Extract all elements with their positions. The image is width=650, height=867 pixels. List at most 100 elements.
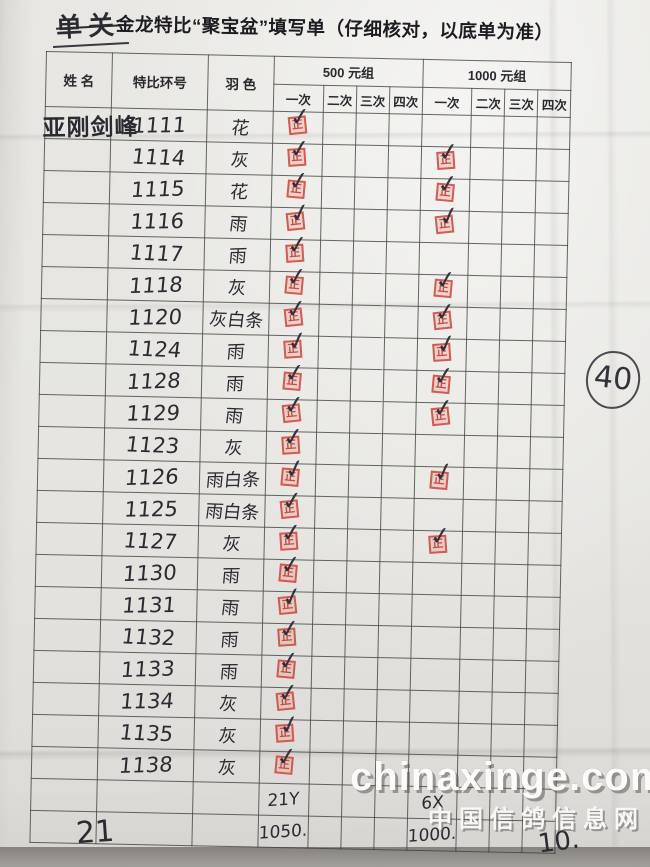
attempt-cell bbox=[345, 592, 379, 626]
attempt-cell bbox=[464, 403, 499, 437]
attempt-cell bbox=[530, 404, 565, 438]
stamped-check-mark: 正 ✓ bbox=[283, 324, 311, 359]
name-cell bbox=[32, 682, 100, 716]
attempt-cell bbox=[312, 592, 346, 625]
ring-number-cell: 1131 bbox=[100, 587, 198, 622]
attempt-cell bbox=[470, 147, 504, 181]
checkmark-icon: ✓ bbox=[276, 677, 301, 709]
feather-color-cell: 花 bbox=[206, 109, 274, 144]
feather-color-cell: 花 bbox=[205, 173, 272, 208]
header-attempt-4: 四次 bbox=[537, 89, 572, 118]
name-cell bbox=[31, 714, 99, 748]
attempt-cell bbox=[465, 371, 500, 405]
header-attempt-4: 四次 bbox=[388, 86, 423, 115]
name-cell bbox=[42, 202, 110, 236]
attempt-cell bbox=[535, 180, 570, 214]
attempt-cell bbox=[532, 308, 567, 342]
attempt-cell bbox=[409, 690, 460, 724]
stamped-check-mark: 正 ✓ bbox=[432, 296, 457, 331]
attempt-cell bbox=[466, 307, 501, 341]
checkmark-icon: ✓ bbox=[284, 293, 309, 325]
attempt-cell bbox=[346, 528, 381, 562]
attempt-cell bbox=[318, 272, 353, 305]
feather-color-value: 花 bbox=[229, 117, 251, 139]
ring-number-cell: 1129 bbox=[104, 395, 202, 430]
attempt-cell bbox=[462, 499, 497, 533]
header-attempt-2: 二次 bbox=[471, 88, 506, 117]
name-cell bbox=[30, 778, 98, 812]
attempt-cell bbox=[380, 465, 415, 499]
attempt-cell bbox=[351, 272, 386, 306]
feather-color-cell: 雨 bbox=[197, 557, 264, 592]
attempt-cell bbox=[501, 212, 536, 245]
feather-color-value: 雨 bbox=[218, 661, 239, 683]
name-cell bbox=[35, 522, 103, 556]
ring-number-cell: 1118 bbox=[107, 267, 204, 302]
attempt-cell bbox=[491, 723, 525, 757]
ring-number-cell: 1123 bbox=[103, 427, 201, 462]
header-feather-color: 羽 色 bbox=[207, 54, 275, 112]
attempt-cell bbox=[350, 336, 385, 370]
handwritten-name: 亚刚剑峰 bbox=[42, 114, 139, 142]
ring-number-cell: 1117 bbox=[107, 235, 205, 270]
attempt-cell bbox=[388, 113, 422, 147]
attempt-cell bbox=[533, 276, 568, 310]
attempt-cell bbox=[385, 241, 420, 275]
header-attempt-1: 一次 bbox=[421, 87, 473, 116]
ring-number-cell: 1130 bbox=[101, 555, 198, 590]
feather-color-cell: 灰 bbox=[197, 525, 265, 560]
attempt-cell bbox=[315, 432, 350, 465]
attempt-cell bbox=[379, 529, 414, 563]
summary-500-value: 1050. bbox=[258, 819, 308, 844]
feather-color-cell: 灰 bbox=[205, 141, 273, 176]
attempt-cell bbox=[307, 816, 342, 849]
ring-number-cell: 1115 bbox=[109, 171, 206, 206]
attempt-cell bbox=[468, 211, 503, 245]
attempt-cell bbox=[494, 564, 529, 597]
attempt-cell bbox=[386, 209, 420, 243]
ring-number-cell: 1114 bbox=[109, 139, 207, 174]
checkmark-icon: ✓ bbox=[436, 136, 461, 168]
feather-color-value: 雨 bbox=[220, 565, 241, 587]
ring-number-value: 1114 bbox=[130, 143, 187, 170]
attempt-cell bbox=[373, 817, 408, 851]
attempt-cell bbox=[381, 433, 416, 467]
attempt-cell bbox=[460, 627, 494, 660]
attempt-cell bbox=[312, 560, 347, 593]
stamped-check-mark: 正 ✓ bbox=[431, 360, 456, 395]
attempt-cell bbox=[492, 659, 527, 693]
attempt-cell bbox=[500, 276, 535, 309]
name-cell bbox=[34, 586, 102, 620]
attempt-cell bbox=[464, 435, 498, 469]
stamped-check-mark: 正 ✓ bbox=[279, 517, 304, 551]
attempt-cell bbox=[524, 692, 559, 726]
attempt-cell bbox=[384, 305, 418, 339]
name-cell bbox=[43, 170, 110, 204]
feather-color-value: 雨 bbox=[224, 373, 245, 395]
ring-number-value: 1133 bbox=[119, 655, 176, 682]
attempt-cell bbox=[410, 626, 461, 660]
feather-color-cell: 灰白条 bbox=[202, 301, 270, 336]
attempt-cell bbox=[526, 596, 561, 630]
feather-color-value: 灰 bbox=[217, 693, 239, 715]
attempt-cell bbox=[531, 372, 566, 406]
attempt-cell bbox=[532, 340, 566, 374]
feather-color-value: 花 bbox=[228, 181, 249, 203]
attempt-cell bbox=[375, 721, 410, 755]
feather-color-cell: 雨 bbox=[195, 621, 263, 656]
feather-color-cell: 雨 bbox=[196, 589, 264, 624]
attempt-cell bbox=[351, 304, 385, 338]
stamped-check-mark: 正 ✓ bbox=[277, 613, 302, 647]
feather-color-cell: 雨白条 bbox=[198, 493, 266, 528]
attempt-cell bbox=[377, 625, 412, 659]
name-cell bbox=[41, 266, 108, 300]
checkmark-icon: ✓ bbox=[287, 133, 312, 165]
attempt-cell bbox=[353, 208, 387, 242]
attempt-cell bbox=[408, 722, 459, 756]
form-table-wrapper: 姓 名 特比环号 羽 色 500 元组 1000 元组 一次 二次 三次 四次 … bbox=[29, 51, 573, 854]
feather-color-value: 雨白条 bbox=[204, 469, 261, 491]
attempt-cell bbox=[503, 116, 538, 149]
attempt-cell bbox=[503, 148, 537, 181]
attempt-cell bbox=[319, 240, 354, 273]
attempt-cell bbox=[493, 596, 528, 629]
